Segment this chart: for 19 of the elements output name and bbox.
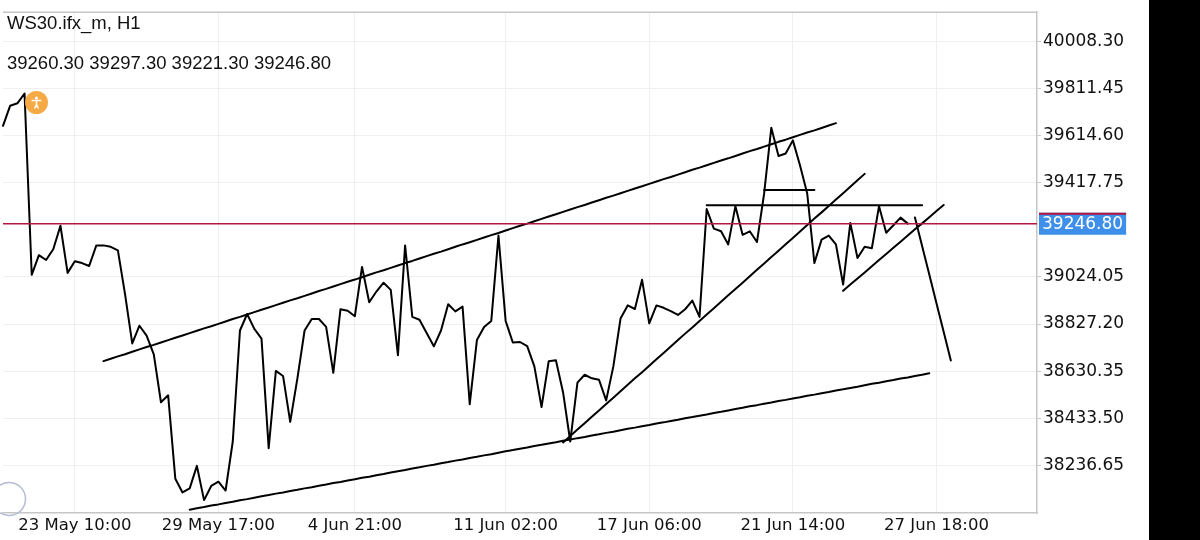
annotation: 39260.30 39297.30 39221.30 39246.80: [7, 51, 332, 74]
x-tick-label: 21 Jun 14:00: [740, 515, 846, 535]
y-tick-label: 39024.05: [1043, 265, 1125, 286]
ref-line-label: 39246.80: [1042, 213, 1124, 234]
y-tick-label: 38236.65: [1043, 453, 1125, 474]
y-tick-label: 39614.60: [1043, 124, 1125, 145]
y-tick-label: 39811.45: [1043, 77, 1125, 98]
y-tick-label: 40008.30: [1043, 29, 1125, 50]
y-tick-label: 38827.20: [1043, 312, 1125, 333]
x-tick-label: 23 May 10:00: [18, 515, 132, 535]
chart-title: WS30.ifx_m, H1: [7, 12, 141, 34]
y-tick-label: 39417.75: [1043, 171, 1125, 192]
x-tick-label: 17 Jun 06:00: [596, 515, 702, 535]
y-tick-label: 38433.50: [1043, 406, 1125, 427]
x-tick-label: 29 May 17:00: [161, 515, 275, 535]
x-tick-label: 27 Jun 18:00: [884, 515, 989, 535]
x-tick-label: 4 Jun 21:00: [307, 515, 403, 535]
x-tick-label: 11 Jun 02:00: [453, 515, 559, 535]
y-tick-label: 38630.35: [1043, 359, 1125, 380]
